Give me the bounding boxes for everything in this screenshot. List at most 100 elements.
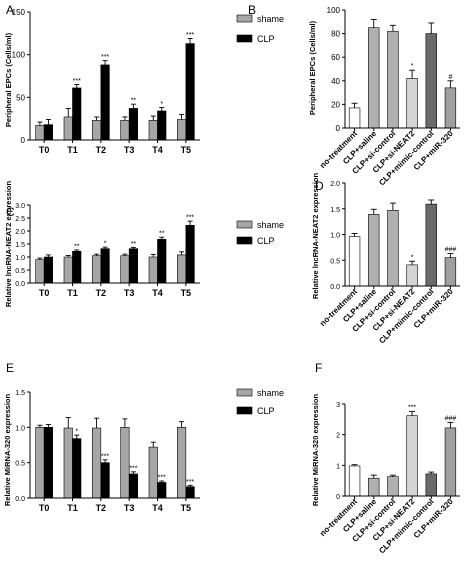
bar-clp	[128, 473, 138, 499]
legend-label: CLP	[257, 34, 275, 44]
x-tick-label: T4	[152, 288, 163, 298]
y-tick-label: 0.5	[15, 461, 25, 468]
panel-b: B 0 20 40 60 80 100 Peripheral EPCs (Cells/ml) *…	[248, 3, 460, 187]
panel-letter: C	[6, 205, 15, 219]
bar-clp	[100, 64, 110, 141]
significance-label: *	[160, 101, 163, 108]
x-tick-label: T3	[124, 503, 135, 513]
y-tick-label: 1.5	[15, 242, 25, 249]
x-tick-label: T4	[152, 145, 163, 155]
y-tick-label: 0.5	[15, 268, 25, 275]
bar-shame	[120, 255, 130, 284]
bar-shame	[148, 256, 158, 284]
significance-label: *	[75, 429, 78, 436]
x-tick-label: T1	[67, 288, 78, 298]
significance-label: *	[104, 241, 107, 248]
bar	[368, 27, 380, 129]
panel-letter: D	[315, 179, 324, 193]
significance-label: #	[448, 74, 452, 81]
bar-clp	[100, 248, 110, 284]
y-axis-label: Peripheral EPCs (Cells/ml)	[308, 20, 317, 115]
x-tick-label: T5	[181, 288, 192, 298]
significance-label: *	[411, 254, 414, 261]
y-axis-label: Peripheral EPCs (Cells/ml)	[4, 32, 13, 127]
y-tick-label: 0.0	[15, 281, 25, 288]
bar-shame	[148, 446, 158, 499]
x-tick-label: T3	[124, 288, 135, 298]
panel-f: F 0 1 2 3 Relative MiRNA-320 expression *** ###…	[311, 361, 460, 555]
x-tick-label: T0	[39, 145, 50, 155]
y-tick-label: 50	[16, 93, 25, 102]
y-tick-label: 80	[331, 30, 340, 39]
y-tick-label: 0.0	[15, 496, 25, 503]
x-tick-label: T5	[181, 145, 192, 155]
y-tick-label: 100	[327, 6, 341, 15]
bar	[368, 477, 380, 497]
y-tick-label: 20	[331, 100, 340, 109]
bar-shame	[120, 120, 130, 141]
x-tick-label: T4	[152, 503, 163, 513]
y-tick-label: 3.0	[15, 203, 25, 210]
y-tick-label: 1.0	[330, 233, 340, 240]
bar-clp	[128, 108, 138, 141]
x-tick-label: T2	[96, 503, 107, 513]
y-tick-label: 0	[336, 124, 341, 133]
bar-shame	[92, 427, 102, 499]
bar	[425, 33, 437, 129]
bar-clp	[43, 427, 53, 499]
bar-clp	[185, 224, 195, 284]
bar-clp	[72, 87, 82, 141]
bar-shame	[63, 116, 73, 141]
bar-shame	[177, 427, 187, 499]
x-tick-label: T2	[96, 145, 107, 155]
legend-swatch	[236, 406, 253, 415]
y-tick-label: 1.5	[15, 390, 25, 397]
legend-swatch	[236, 220, 253, 229]
x-tick-label: T1	[67, 145, 78, 155]
significance-label: ###	[445, 415, 457, 422]
bar	[368, 214, 380, 287]
y-tick-label: 0.5	[330, 258, 340, 265]
x-tick-label: T0	[39, 288, 50, 298]
y-axis-label: Relative MiRNA-320 expression	[311, 394, 320, 507]
significance-label: ***	[186, 479, 194, 486]
bar-shame	[120, 427, 130, 499]
x-tick-label: T1	[67, 503, 78, 513]
bar	[406, 415, 418, 497]
panel-letter: B	[248, 3, 256, 17]
y-tick-label: 1.5	[330, 207, 340, 214]
y-tick-label: 2.0	[330, 181, 340, 188]
legend-swatch	[236, 34, 253, 43]
legend-label: CLP	[257, 236, 275, 246]
bar-shame	[92, 255, 102, 284]
y-tick-label: 1	[336, 463, 340, 470]
significance-label: ###	[445, 247, 457, 254]
bar	[348, 236, 361, 287]
legend-label: shame	[257, 220, 284, 230]
y-tick-label: 0	[336, 494, 340, 501]
bar	[387, 476, 399, 497]
legend-label: shame	[257, 14, 284, 24]
bar-clp	[128, 248, 138, 284]
bar-shame	[92, 120, 102, 141]
significance-label: ***	[101, 453, 109, 460]
significance-label: *	[411, 63, 414, 70]
y-axis-label: Relative lncRNA-NEAT2 expression	[311, 173, 320, 300]
bar-clp	[72, 250, 82, 284]
y-axis-label: Relative MiRNA-320 expression	[3, 394, 12, 507]
bar	[387, 209, 399, 287]
bar	[425, 473, 437, 497]
bar-clp	[185, 486, 195, 499]
significance-label: **	[74, 243, 80, 250]
bar-clp	[157, 482, 167, 499]
bar-clp	[72, 438, 82, 499]
panel-letter: A	[6, 3, 14, 17]
significance-label: ***	[158, 475, 166, 482]
y-tick-label: 150	[12, 8, 26, 17]
bar-shame	[177, 119, 187, 141]
bar-clp	[100, 462, 110, 499]
bar	[406, 264, 418, 287]
significance-label: ***	[408, 404, 416, 411]
